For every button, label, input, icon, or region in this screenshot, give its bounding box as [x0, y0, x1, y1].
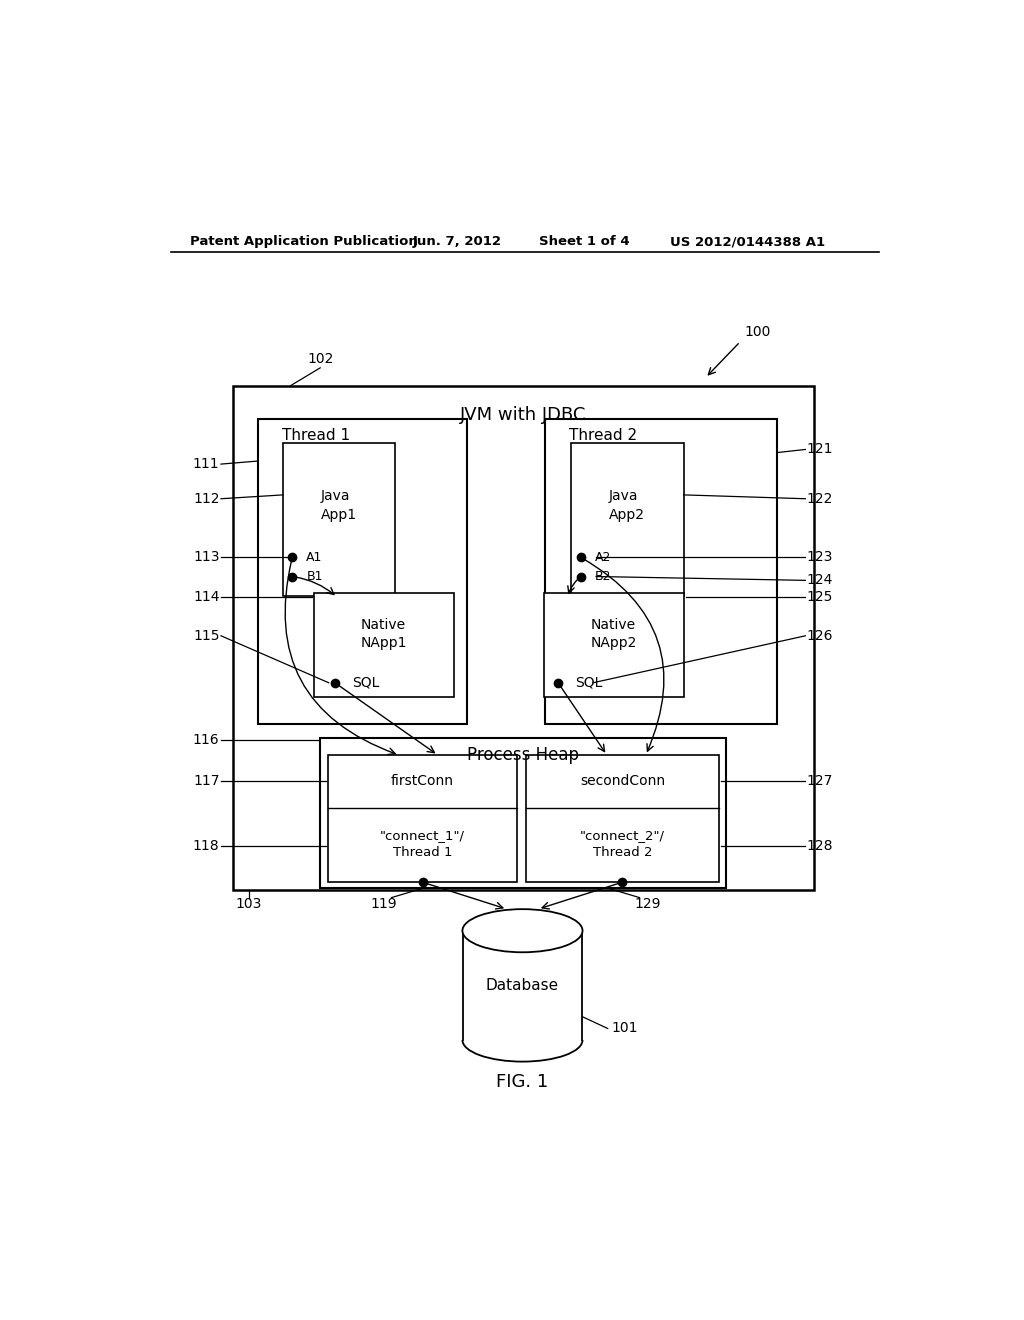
Bar — [232, 385, 814, 890]
Text: Sheet 1 of 4: Sheet 1 of 4 — [539, 235, 630, 248]
Text: 118: 118 — [193, 840, 219, 853]
Bar — [258, 418, 467, 725]
Text: 116: 116 — [193, 733, 219, 747]
Text: 114: 114 — [193, 590, 219, 605]
Text: 122: 122 — [807, 492, 834, 506]
Ellipse shape — [463, 909, 583, 952]
Text: Native
NApp1: Native NApp1 — [360, 618, 407, 651]
Bar — [544, 594, 684, 697]
Text: US 2012/0144388 A1: US 2012/0144388 A1 — [671, 235, 825, 248]
Text: 126: 126 — [807, 628, 834, 643]
Text: FIG. 1: FIG. 1 — [497, 1073, 549, 1092]
Text: SQL: SQL — [575, 676, 602, 690]
Text: Thread 1: Thread 1 — [283, 428, 350, 444]
Bar — [314, 594, 454, 697]
Text: Process Heap: Process Heap — [467, 746, 580, 764]
Text: 119: 119 — [371, 896, 397, 911]
Text: Java
App1: Java App1 — [321, 490, 356, 521]
Text: B1: B1 — [306, 570, 323, 583]
Text: 102: 102 — [307, 351, 334, 366]
Text: "connect_2"/
Thread 2: "connect_2"/ Thread 2 — [580, 829, 665, 859]
Bar — [571, 444, 684, 595]
Text: Thread 2: Thread 2 — [569, 428, 637, 444]
Bar — [526, 755, 719, 882]
Text: B2: B2 — [595, 570, 611, 583]
Bar — [283, 444, 395, 595]
Text: 101: 101 — [611, 1022, 638, 1035]
Text: Java
App2: Java App2 — [609, 490, 645, 521]
Text: "connect_1"/
Thread 1: "connect_1"/ Thread 1 — [380, 829, 465, 859]
Text: A2: A2 — [595, 550, 611, 564]
Text: 111: 111 — [193, 457, 219, 471]
Text: SQL: SQL — [352, 676, 379, 690]
Text: 112: 112 — [193, 492, 219, 506]
Text: 103: 103 — [236, 896, 262, 911]
Text: JVM with JDBC: JVM with JDBC — [460, 405, 587, 424]
Bar — [321, 738, 726, 888]
Text: Native
NApp2: Native NApp2 — [591, 618, 637, 651]
Text: Patent Application Publication: Patent Application Publication — [190, 235, 418, 248]
Text: 117: 117 — [193, 774, 219, 788]
Text: 113: 113 — [193, 550, 219, 564]
Text: Jun. 7, 2012: Jun. 7, 2012 — [413, 235, 502, 248]
Text: 100: 100 — [744, 325, 770, 339]
Text: 123: 123 — [807, 550, 834, 564]
Bar — [328, 755, 517, 882]
Text: Database: Database — [486, 978, 559, 993]
Text: 125: 125 — [807, 590, 834, 605]
Text: 127: 127 — [807, 774, 834, 788]
Text: 121: 121 — [807, 442, 834, 457]
Text: A1: A1 — [306, 550, 323, 564]
Text: 115: 115 — [193, 628, 219, 643]
Text: 128: 128 — [807, 840, 834, 853]
Text: firstConn: firstConn — [391, 775, 454, 788]
Text: 124: 124 — [807, 573, 834, 587]
Bar — [545, 418, 777, 725]
Text: 129: 129 — [634, 896, 660, 911]
Text: secondConn: secondConn — [580, 775, 665, 788]
